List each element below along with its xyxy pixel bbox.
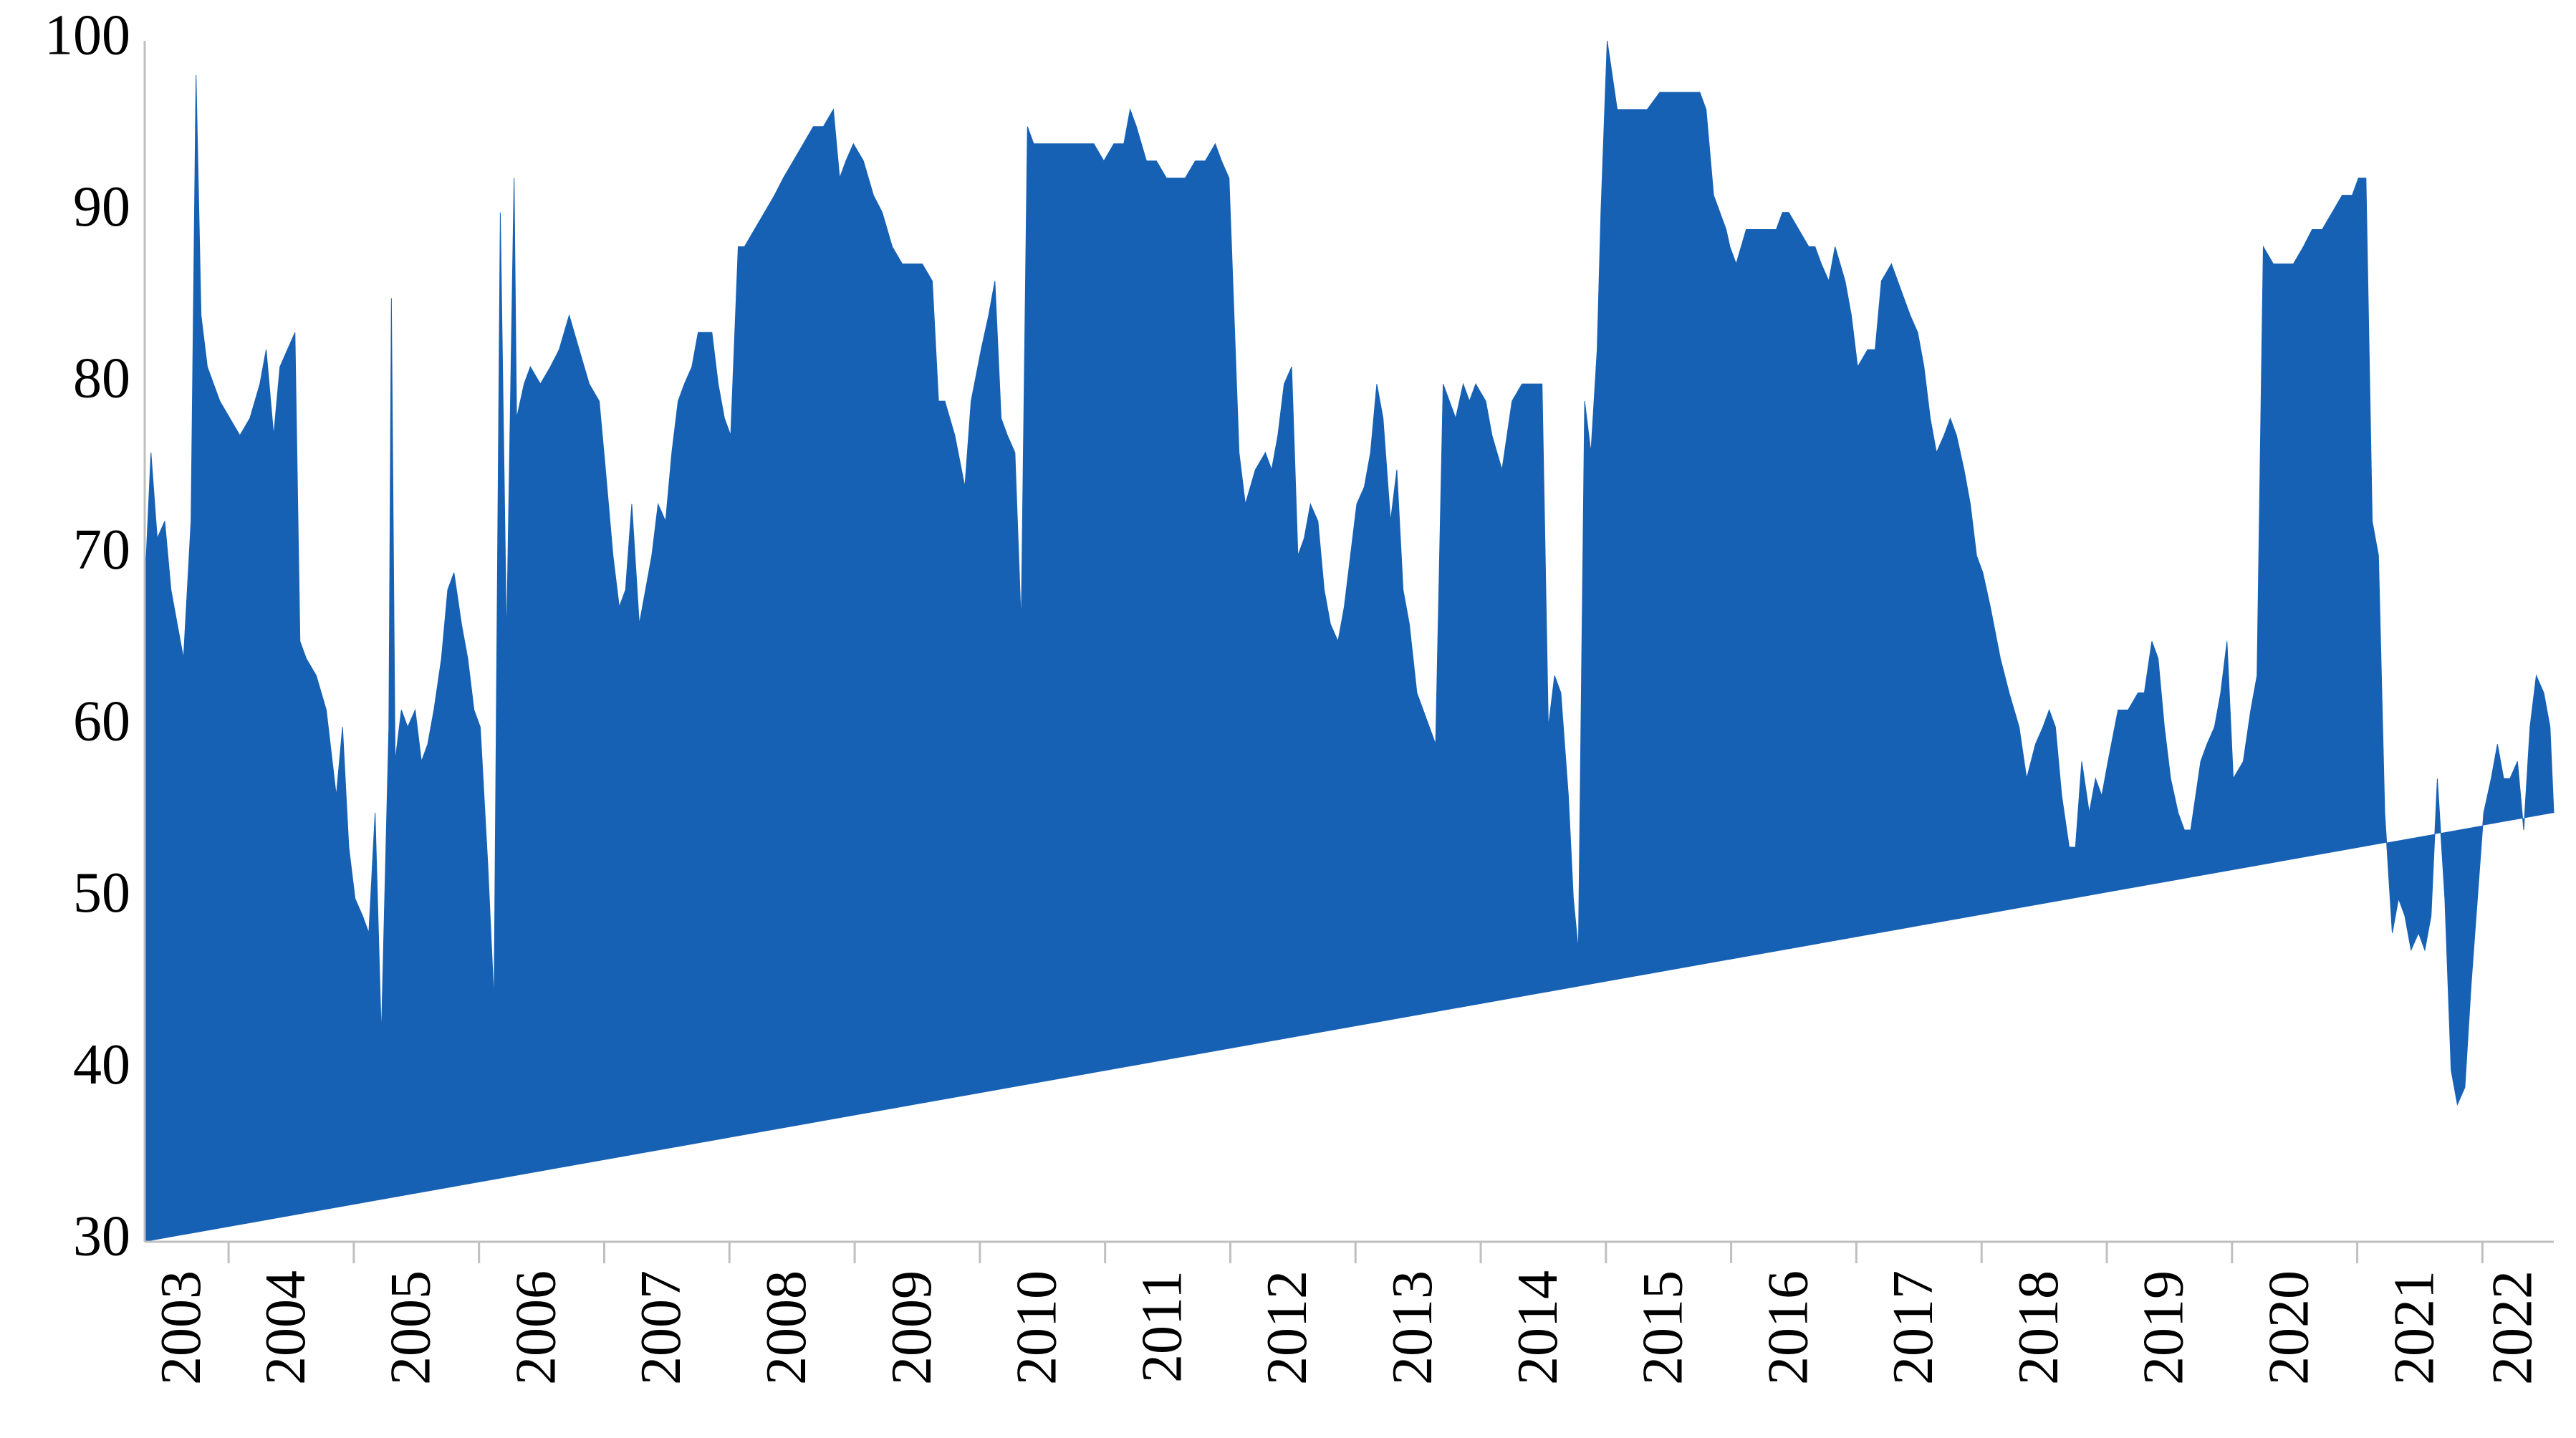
x-tick-label: 2016 <box>1756 1270 1820 1385</box>
x-tick-label: 2008 <box>755 1270 818 1385</box>
x-tick-label: 2009 <box>880 1270 943 1385</box>
y-tick-label: 40 <box>73 1033 130 1096</box>
x-tick-label: 2007 <box>630 1270 693 1385</box>
x-tick-label: 2003 <box>150 1270 213 1385</box>
x-tick-label: 2012 <box>1256 1270 1319 1385</box>
area <box>144 40 2555 1242</box>
y-tick-label: 60 <box>73 690 130 753</box>
x-tick-label: 2021 <box>2383 1270 2446 1385</box>
y-tick-label: 100 <box>44 4 130 67</box>
y-tick-label: 90 <box>73 175 130 238</box>
x-tick-label: 2013 <box>1381 1270 1444 1385</box>
y-tick-label: 80 <box>73 347 130 410</box>
y-tick-label: 30 <box>73 1205 130 1268</box>
x-tick-label: 2006 <box>504 1270 567 1385</box>
x-tick-label: 2004 <box>254 1270 317 1385</box>
y-tick-label: 50 <box>73 862 130 925</box>
x-tick-label: 2020 <box>2258 1270 2321 1385</box>
x-tick-label: 2014 <box>1506 1270 1570 1385</box>
x-tick-label: 2010 <box>1006 1270 1069 1385</box>
x-tick-label: 2022 <box>2481 1270 2544 1385</box>
x-tick-label: 2005 <box>380 1270 443 1385</box>
x-tick-label: 2015 <box>1632 1270 1695 1385</box>
x-tick-label: 2019 <box>2133 1270 2196 1385</box>
y-tick-label: 70 <box>73 518 130 582</box>
x-tick-label: 2018 <box>2007 1270 2070 1385</box>
x-tick-label: 2017 <box>1882 1270 1945 1385</box>
x-tick-label: 2011 <box>1130 1270 1193 1383</box>
